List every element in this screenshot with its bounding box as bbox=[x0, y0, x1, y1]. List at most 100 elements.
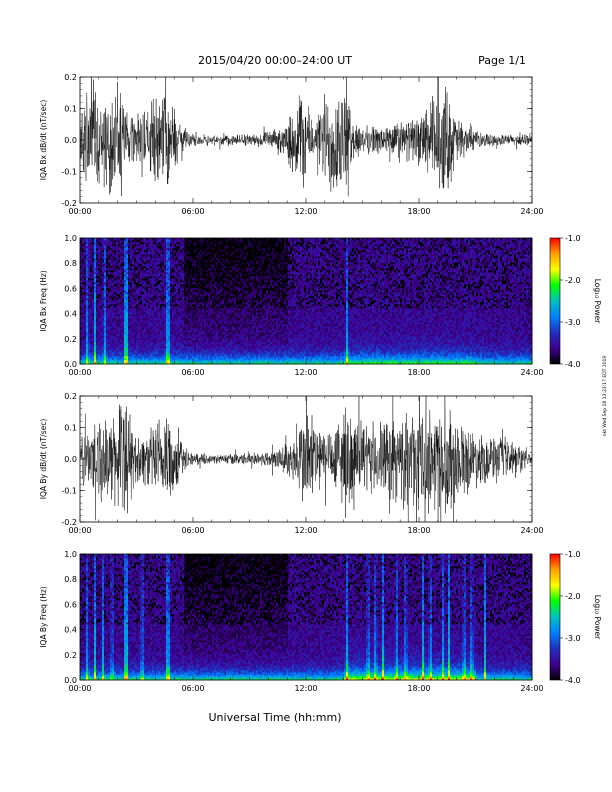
spectrogram-cell bbox=[198, 272, 201, 275]
spectrogram-cell bbox=[156, 290, 159, 293]
spectrogram-cell bbox=[134, 238, 137, 241]
spectrogram-cell bbox=[84, 244, 87, 247]
spectrogram-cell bbox=[192, 264, 195, 267]
spectrogram-cell bbox=[132, 274, 135, 277]
spectrogram-cell bbox=[100, 336, 103, 339]
spectrogram-cell bbox=[106, 256, 109, 259]
spectrogram-cell bbox=[176, 356, 179, 359]
spectrogram-cell bbox=[90, 250, 93, 253]
spectrogram-cell bbox=[94, 292, 97, 295]
spectrogram-cell bbox=[186, 280, 189, 283]
spectrogram-cell bbox=[208, 288, 211, 291]
spectrogram-cell bbox=[182, 286, 185, 289]
spectrogram-cell bbox=[132, 332, 135, 335]
spectrogram-cell bbox=[206, 244, 209, 247]
spectrogram-cell bbox=[136, 298, 139, 301]
spectrogram-cell bbox=[154, 258, 157, 261]
spectrogram-cell bbox=[100, 262, 103, 265]
spectrogram-cell bbox=[124, 242, 127, 245]
spectrogram-cell bbox=[140, 356, 143, 359]
spectrogram-cell bbox=[138, 340, 141, 343]
spectrogram-cell bbox=[222, 308, 225, 311]
spectrogram-cell bbox=[128, 288, 131, 291]
spectrogram-cell bbox=[112, 356, 115, 359]
spectrogram-cell bbox=[194, 320, 197, 323]
spectrogram-cell bbox=[214, 290, 217, 293]
spectrogram-cell bbox=[126, 334, 129, 337]
spectrogram-cell bbox=[220, 276, 223, 279]
spectrogram-cell bbox=[130, 284, 133, 287]
spectrogram-cell bbox=[156, 274, 159, 277]
spectrogram-cell bbox=[192, 338, 195, 341]
spectrogram-cell bbox=[80, 274, 83, 277]
spectrogram-cell bbox=[116, 354, 119, 357]
spectrogram-cell bbox=[200, 298, 203, 301]
spectrogram-cell bbox=[144, 286, 147, 289]
spectrogram-cell bbox=[194, 252, 197, 255]
spectrogram-cell bbox=[188, 306, 191, 309]
spectrogram-cell bbox=[84, 294, 87, 297]
spectrogram-cell bbox=[208, 242, 211, 245]
spectrogram-cell bbox=[86, 358, 89, 361]
spectrogram-cell bbox=[134, 274, 137, 277]
spectrogram-cell bbox=[176, 318, 179, 321]
spectrogram-cell bbox=[126, 286, 129, 289]
spectrogram-cell bbox=[228, 346, 231, 349]
spectrogram-cell bbox=[108, 298, 111, 301]
spectrogram-cell bbox=[142, 324, 145, 327]
spectrogram-cell bbox=[130, 298, 133, 301]
spectrogram-cell bbox=[194, 314, 197, 317]
spectrogram-cell bbox=[112, 312, 115, 315]
spectrogram-cell bbox=[104, 286, 107, 289]
spectrogram-cell bbox=[118, 256, 121, 259]
spectrogram-cell bbox=[174, 278, 177, 281]
spectrogram-cell bbox=[102, 242, 105, 245]
spectrogram-cell bbox=[222, 298, 225, 301]
spectrogram-cell bbox=[152, 340, 155, 343]
spectrogram-cell bbox=[160, 294, 163, 297]
spectrogram-cell bbox=[210, 308, 213, 311]
spectrogram-cell bbox=[204, 282, 207, 285]
spectrogram-cell bbox=[108, 278, 111, 281]
spectrogram-cell bbox=[114, 322, 117, 325]
spectrogram-cell bbox=[116, 360, 119, 363]
spectrogram-cell bbox=[216, 324, 219, 327]
spectrogram-cell bbox=[182, 310, 185, 313]
spectrogram-cell bbox=[208, 264, 211, 267]
spectrogram-cell bbox=[206, 254, 209, 257]
spectrogram-cell bbox=[84, 344, 87, 347]
spectrogram-cell bbox=[100, 318, 103, 321]
spectrogram-cell bbox=[114, 260, 117, 263]
spectrogram-cell bbox=[144, 290, 147, 293]
spectrogram-cell bbox=[122, 296, 125, 299]
spectrogram-cell bbox=[190, 336, 193, 339]
spectrogram-cell bbox=[202, 330, 205, 333]
spectrogram-cell bbox=[228, 312, 231, 315]
spectrogram-cell bbox=[90, 332, 93, 335]
spectrogram-cell bbox=[212, 340, 215, 343]
spectrogram-cell bbox=[144, 250, 147, 253]
spectrogram-cell bbox=[88, 302, 91, 305]
spectrogram-cell bbox=[178, 284, 181, 287]
spectrogram-cell bbox=[140, 240, 143, 243]
spectrogram-cell bbox=[108, 306, 111, 309]
spectrogram-cell bbox=[98, 298, 101, 301]
spectrogram-cell bbox=[108, 260, 111, 263]
spectrogram-cell bbox=[144, 334, 147, 337]
spectrogram-cell bbox=[128, 330, 131, 333]
spectrogram-cell bbox=[174, 270, 177, 273]
spectrogram-cell bbox=[194, 272, 197, 275]
spectrogram-cell bbox=[232, 268, 235, 271]
spectrogram-cell bbox=[126, 318, 129, 321]
spectrogram-cell bbox=[156, 308, 159, 311]
spectrogram-cell bbox=[232, 302, 235, 305]
spectrogram-cell bbox=[228, 336, 231, 339]
spectrogram-cell bbox=[124, 312, 127, 315]
spectrogram-cell bbox=[180, 356, 183, 359]
spectrogram-cell bbox=[140, 346, 143, 349]
spectrogram-cell bbox=[194, 264, 197, 267]
spectrogram-cell bbox=[168, 260, 171, 263]
spectrogram-cell bbox=[182, 292, 185, 295]
spectrogram-cell bbox=[184, 356, 187, 359]
spectrogram-cell bbox=[96, 320, 99, 323]
